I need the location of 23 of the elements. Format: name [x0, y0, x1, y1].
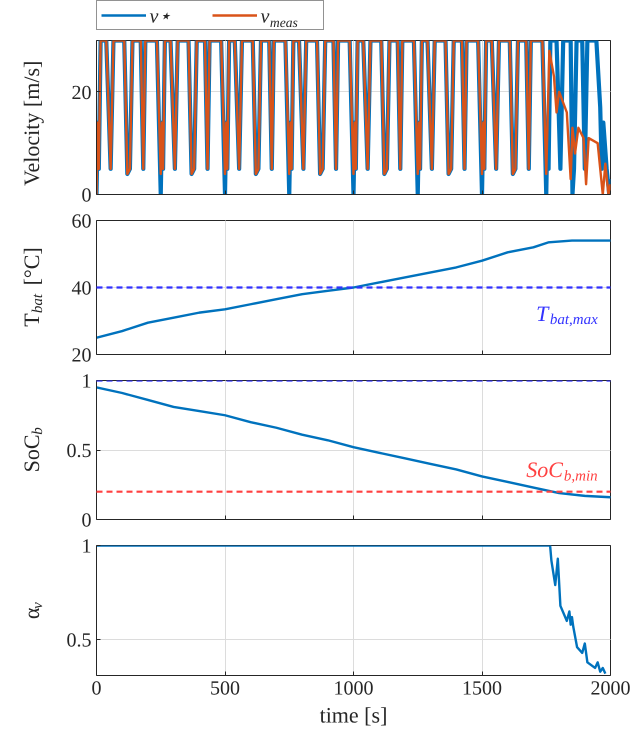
y-tick-label: 0.5	[66, 630, 92, 652]
y-tick-label: 20	[72, 82, 92, 104]
y-tick-label: 0.5	[66, 440, 92, 462]
y-axis-title: Tbat [°C]	[18, 247, 46, 327]
y-axis-title: αv	[18, 602, 46, 620]
line-series	[96, 239, 610, 339]
y-tick-label: 40	[72, 278, 92, 300]
y-tick-label: 0	[82, 510, 92, 532]
x-axis-title: time [s]	[320, 702, 388, 728]
y-tick-label: 1	[82, 370, 92, 392]
x-tick-label: 2000	[590, 678, 630, 700]
x-tick-label: 1500	[462, 678, 502, 700]
y-tick-label: 60	[72, 210, 92, 232]
x-tick-label: 1000	[334, 678, 374, 700]
y-axis-title: Velocity [m/s]	[18, 60, 44, 186]
y-tick-label: 1	[82, 536, 92, 558]
line-series	[96, 386, 610, 498]
legend-label: v⋆	[150, 6, 172, 28]
y-tick-label: 20	[72, 344, 92, 366]
x-tick-label: 500	[210, 678, 240, 700]
line-series	[96, 546, 607, 675]
y-tick-label: 0	[82, 184, 92, 206]
y-axis-title: SoCb	[18, 426, 46, 472]
